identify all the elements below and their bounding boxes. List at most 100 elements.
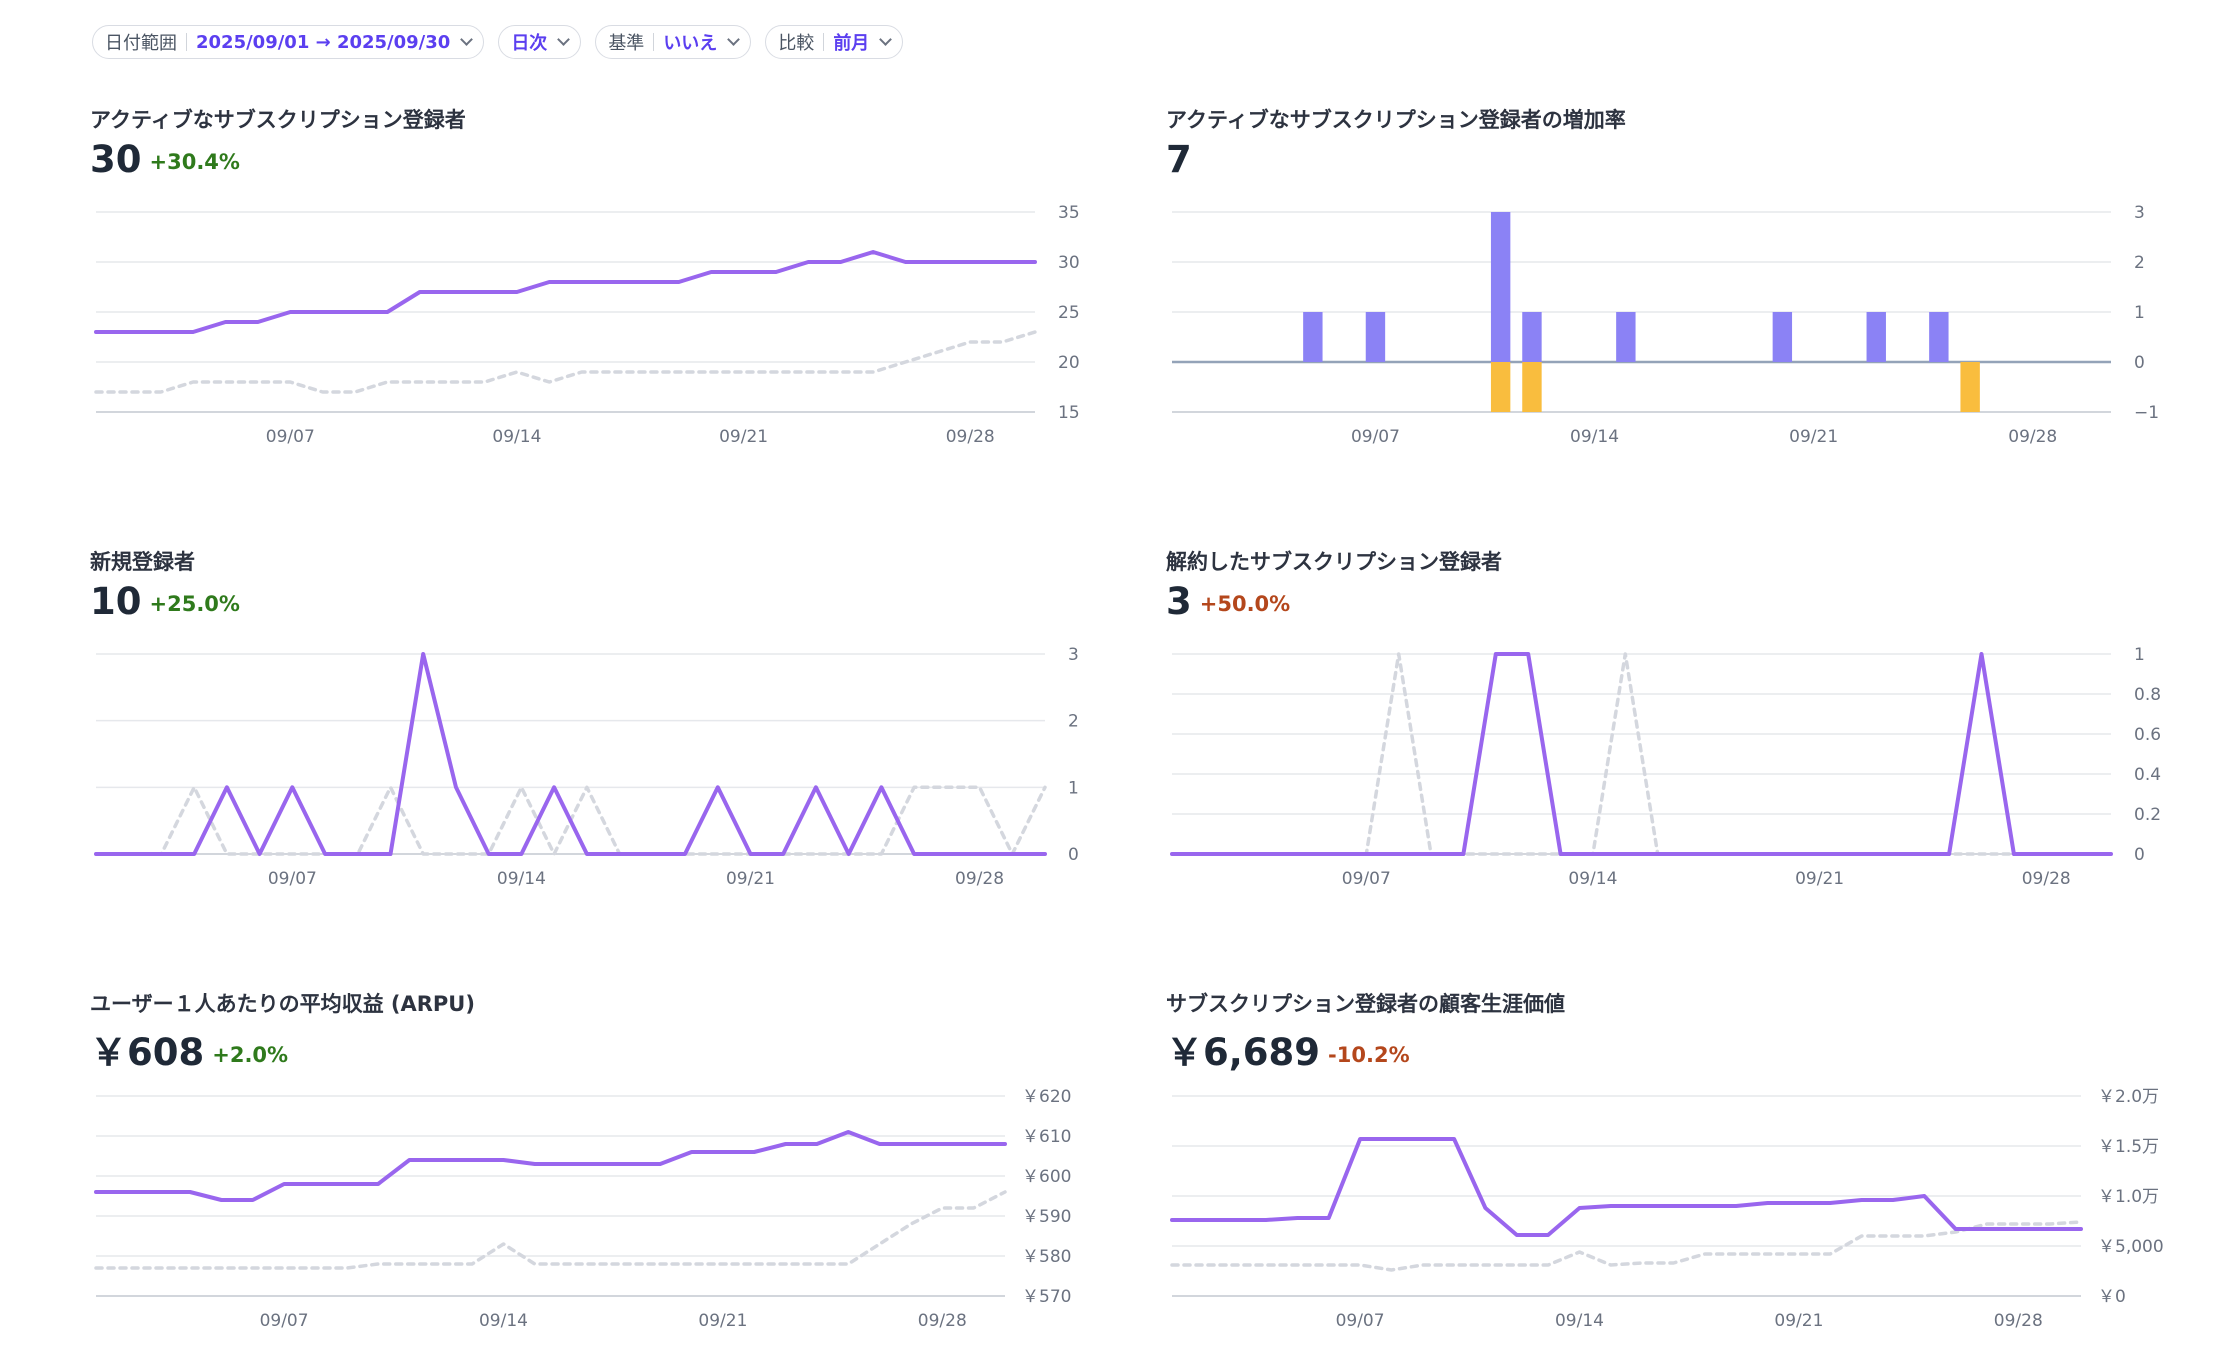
current-series-line: [94, 1130, 1007, 1202]
y-tick-label: ￥620: [1022, 1087, 1071, 1107]
y-tick-label: 2: [1068, 712, 1079, 732]
y-tick-label: 1: [1068, 778, 1079, 798]
x-tick-label: 09/28: [946, 427, 995, 447]
panel-title: アクティブなサブスクリプション登録者: [90, 108, 466, 132]
y-tick-label: 30: [1058, 253, 1080, 273]
interval-filter[interactable]: 日次: [498, 25, 582, 59]
filter-value: 日次: [511, 33, 548, 54]
filter-value: いいえ: [663, 33, 718, 54]
bar-positive: [1616, 312, 1636, 362]
comparison-series-line: [1170, 652, 2113, 856]
y-tick-label: ￥2.0万: [2098, 1087, 2159, 1107]
bar-negative: [1490, 362, 1511, 412]
x-tick-label: 09/07: [1336, 1311, 1385, 1331]
x-tick-label: 09/21: [719, 427, 768, 447]
baseline-filter[interactable]: 基準 いいえ: [595, 25, 752, 59]
metric-value: 7: [1166, 138, 1192, 181]
bar-positive: [1303, 312, 1323, 362]
y-tick-label: ￥600: [1022, 1167, 1071, 1187]
y-tick-label: 3: [1068, 645, 1079, 665]
x-tick-label: 09/07: [268, 869, 317, 889]
filter-label: 基準: [608, 33, 645, 54]
comparison-series-line: [94, 1190, 1007, 1270]
comparison-filter[interactable]: 比較 前月: [765, 25, 904, 59]
x-tick-label: 09/28: [918, 1311, 967, 1331]
y-tick-label: ￥1.0万: [2098, 1187, 2159, 1207]
new-subscribers-chart: 0 1 2 3 09/07 09/14 09/21 09/28: [94, 645, 1079, 889]
x-tick-label: 09/07: [266, 427, 315, 447]
x-tick-label: 09/14: [1568, 869, 1617, 889]
x-tick-label: 09/07: [1342, 869, 1391, 889]
y-tick-label: 0: [1068, 845, 1079, 865]
y-tick-label: 2: [2134, 253, 2145, 273]
x-tick-label: 09/28: [2022, 869, 2071, 889]
panel-title: 解約したサブスクリプション登録者: [1166, 550, 1502, 574]
y-tick-label: ￥580: [1022, 1247, 1071, 1267]
ltv-panel: サブスクリプション登録者の顧客生涯価値 ￥6,689 -10.2% ￥0 ￥5,00…: [1166, 988, 2176, 1348]
y-tick-label: 20: [1058, 353, 1080, 373]
x-tick-label: 09/14: [497, 869, 546, 889]
filter-divider: [186, 33, 187, 51]
metric-change: -10.2%: [1328, 1043, 1410, 1067]
filter-divider: [823, 33, 825, 51]
chevron-down-icon: [557, 33, 571, 46]
x-tick-label: 09/14: [1555, 1311, 1604, 1331]
subscriber-growth-panel: アクティブなサブスクリプション登録者の増加率 7 −1 0 1 2 3 09/07 09/1…: [1166, 104, 2176, 464]
y-tick-label: ￥1.5万: [2098, 1137, 2159, 1157]
arpu-chart: ￥570 ￥580 ￥590 ￥600 ￥610 ￥620 09/07 09/14 09/21 0…: [94, 1087, 1071, 1331]
active-subscribers-panel: アクティブなサブスクリプション登録者 30 +30.4% 15 20 25 30 35 09…: [90, 104, 1100, 464]
panel-title: ユーザー１人あたりの平均収益 (ARPU): [90, 992, 475, 1016]
y-tick-label: 0.6: [2134, 725, 2161, 745]
panel-value: ￥6,689 -10.2%: [1166, 1022, 1410, 1076]
y-tick-label: ￥590: [1022, 1207, 1071, 1227]
y-tick-label: 3: [2134, 203, 2145, 223]
chevron-down-icon: [879, 33, 893, 46]
x-tick-label: 09/07: [1351, 427, 1400, 447]
x-tick-label: 09/21: [698, 1311, 747, 1331]
chevron-down-icon: [460, 33, 474, 46]
x-tick-label: 09/28: [955, 869, 1004, 889]
panel-title: アクティブなサブスクリプション登録者の増加率: [1166, 108, 1626, 132]
current-series-line: [94, 250, 1037, 334]
active-subscribers-chart: 15 20 25 30 35 09/07 09/14 09/21 09/28: [94, 203, 1080, 447]
y-tick-label: ￥570: [1022, 1287, 1071, 1307]
y-tick-label: ￥610: [1022, 1127, 1071, 1147]
filter-value: 前月: [833, 33, 870, 54]
bar-positive: [1929, 312, 1949, 362]
panel-value: 7: [1166, 138, 1192, 181]
metric-change: +25.0%: [149, 592, 240, 616]
metric-change: +2.0%: [212, 1043, 289, 1067]
bar-negative: [1960, 362, 1980, 412]
y-tick-label: 0: [2134, 845, 2145, 865]
bar-positive: [1772, 312, 1793, 362]
y-tick-label: −1: [2134, 403, 2159, 423]
panel-value: ￥608 +2.0%: [90, 1022, 288, 1076]
churned-subscribers-panel: 解約したサブスクリプション登録者 3 +50.0% 0 0.2 0.4 0.6 0.8 1 0…: [1166, 546, 2176, 906]
metric-change: +50.0%: [1199, 592, 1291, 616]
x-tick-label: 09/21: [1789, 427, 1838, 447]
current-series-line: [94, 652, 1047, 856]
metric-value: 10: [90, 580, 142, 623]
date-range-filter[interactable]: 日付範囲 2025/09/01 → 2025/09/30: [92, 25, 485, 59]
metric-value: ￥608: [90, 1031, 205, 1074]
y-tick-label: ￥0: [2098, 1287, 2126, 1307]
y-tick-label: ￥5,000: [2098, 1237, 2164, 1257]
filter-label: 比較: [778, 33, 815, 54]
bar-positive: [1866, 312, 1886, 362]
filter-label: 日付範囲: [105, 33, 177, 54]
current-series-line: [1170, 652, 2113, 856]
bar-positive: [1522, 312, 1542, 362]
metric-value: 3: [1166, 580, 1192, 623]
churned-subscribers-chart: 0 0.2 0.4 0.6 0.8 1 09/07 09/14 09/21 09/28: [1170, 645, 2161, 889]
y-tick-label: 0.2: [2134, 805, 2161, 825]
metric-change: +30.4%: [149, 150, 240, 174]
new-subscribers-panel: 新規登録者 10 +25.0% 0 1 2 3 09/07 09/14 09/21 09/28: [90, 546, 1100, 906]
x-tick-label: 09/14: [479, 1311, 528, 1331]
x-tick-label: 09/28: [2008, 427, 2057, 447]
y-tick-label: 1: [2134, 645, 2145, 665]
arpu-panel: ユーザー１人あたりの平均収益 (ARPU) ￥608 +2.0% ￥570 ￥580…: [90, 988, 1100, 1348]
bar-positive: [1490, 212, 1511, 362]
y-tick-label: 0.8: [2134, 685, 2161, 705]
panel-title: サブスクリプション登録者の顧客生涯価値: [1166, 992, 1565, 1016]
metric-value: 30: [90, 138, 142, 181]
